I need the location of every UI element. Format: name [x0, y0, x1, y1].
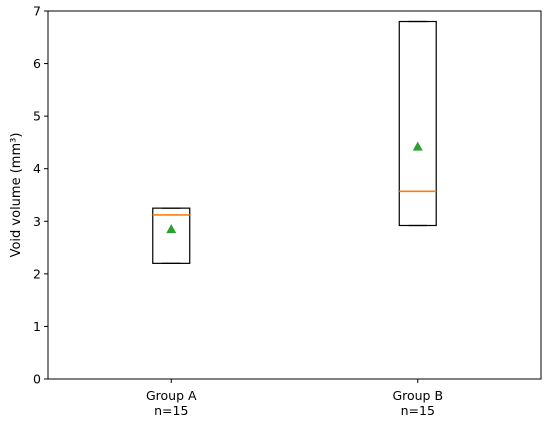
y-tick-label: 1	[33, 319, 41, 334]
y-tick-label: 5	[33, 109, 41, 124]
mean-marker	[412, 141, 423, 151]
y-tick-label: 6	[33, 56, 41, 71]
y-tick-label: 3	[33, 214, 41, 229]
x-tick-label-group: Group A	[146, 388, 197, 403]
mean-marker	[166, 224, 177, 234]
box	[398, 20, 437, 227]
y-tick-label: 4	[33, 161, 41, 176]
y-axis-label: Void volume (mm³)	[9, 133, 24, 258]
y-tick-label: 0	[33, 372, 41, 387]
x-tick-label-group: Group B	[392, 388, 443, 403]
y-tick-label: 7	[33, 4, 41, 19]
x-tick-label-count: n=15	[401, 403, 435, 418]
box	[152, 207, 191, 264]
y-tick-label: 2	[33, 266, 41, 281]
x-tick-label-count: n=15	[154, 403, 188, 418]
plot-frame	[47, 10, 542, 380]
